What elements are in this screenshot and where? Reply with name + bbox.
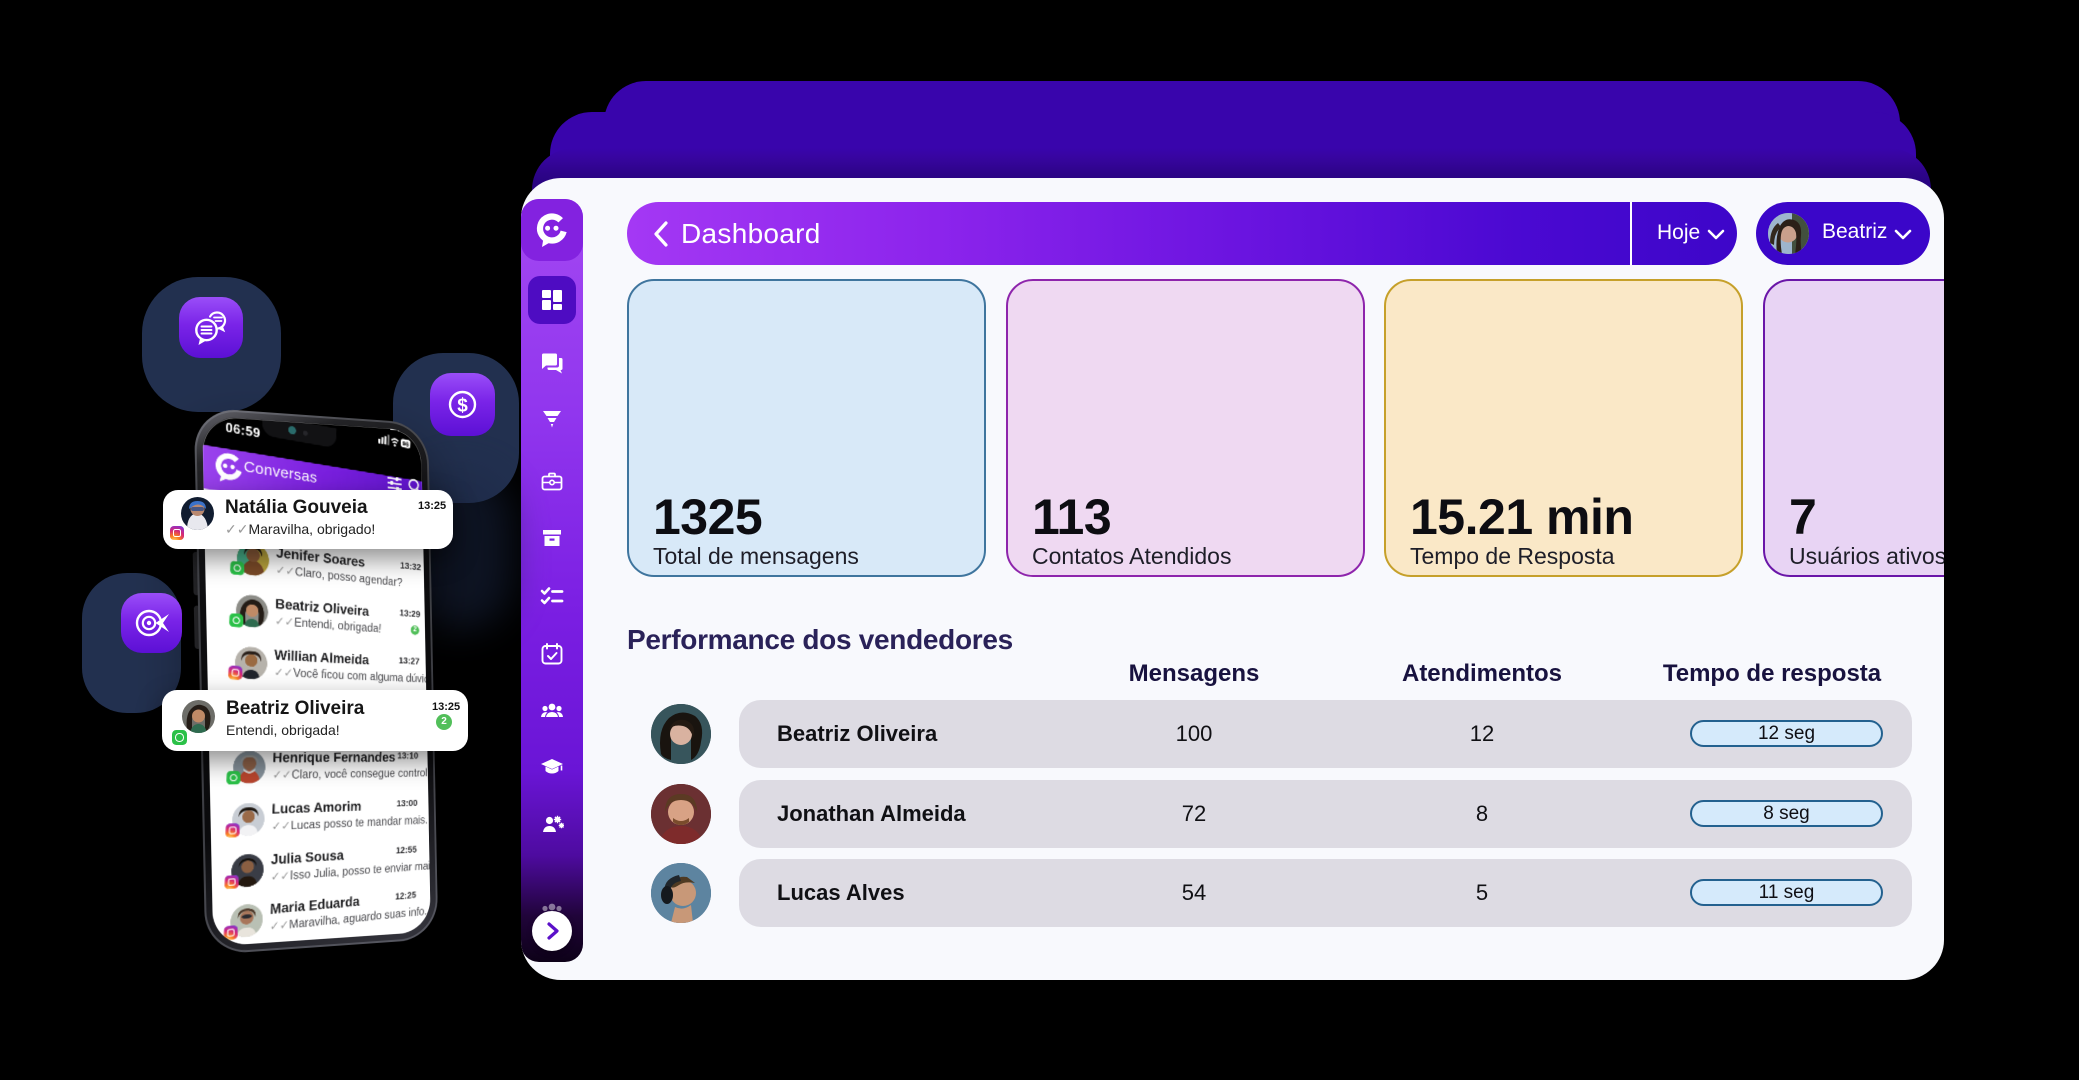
svg-text:$: $ (457, 396, 468, 417)
svg-text:96: 96 (402, 441, 409, 449)
